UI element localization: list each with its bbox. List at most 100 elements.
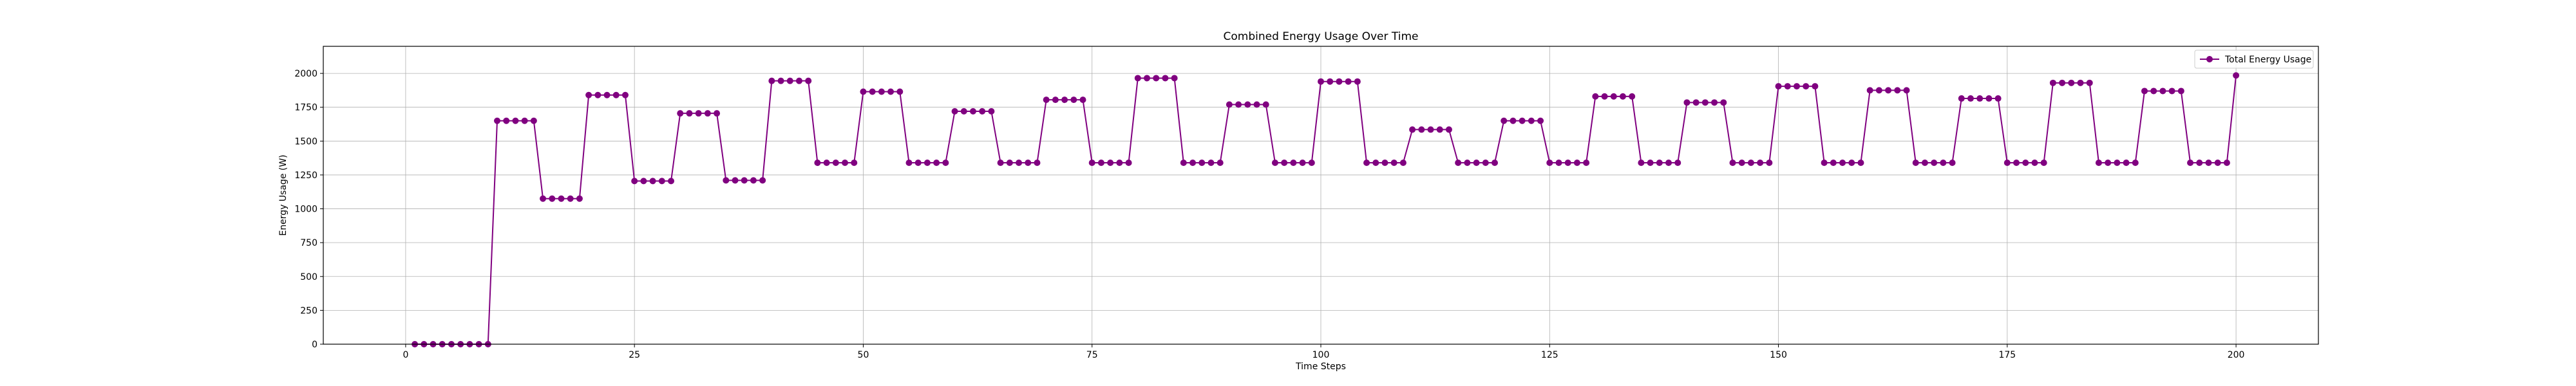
data-point (2013, 159, 2020, 166)
data-point (1427, 126, 1434, 133)
data-point (750, 177, 757, 184)
data-point (612, 91, 620, 98)
data-point (951, 108, 958, 115)
data-point (1564, 159, 1571, 166)
data-point (979, 108, 986, 115)
data-point (1757, 159, 1764, 166)
data-point (1390, 159, 1397, 166)
data-point (960, 108, 967, 115)
data-point (1949, 159, 1956, 166)
data-point (1061, 96, 1068, 104)
data-point (512, 117, 519, 124)
data-point (1262, 101, 1269, 108)
y-tick-label: 250 (300, 306, 317, 316)
data-point (1318, 78, 1324, 85)
x-tick-label: 50 (858, 350, 869, 360)
data-point (1766, 159, 1773, 166)
data-point (1492, 159, 1499, 166)
data-point (860, 88, 867, 95)
y-tick-label: 2000 (294, 69, 317, 79)
data-point (887, 88, 895, 95)
data-point (1775, 83, 1782, 90)
data-point (2150, 87, 2157, 95)
data-point (2031, 159, 2038, 166)
data-point (2040, 159, 2047, 166)
data-point (1025, 159, 1032, 166)
x-tick-label: 100 (1312, 350, 1330, 360)
data-point (1546, 159, 1553, 166)
x-tick-label: 25 (629, 350, 640, 360)
data-point (1647, 159, 1654, 166)
x-tick-label: 125 (1541, 350, 1558, 360)
data-point (1601, 93, 1608, 100)
data-point (1701, 99, 1709, 106)
data-point (1894, 87, 1901, 94)
data-point (1537, 117, 1544, 124)
data-point (1445, 126, 1452, 133)
data-point (1088, 159, 1095, 166)
data-point (2177, 87, 2184, 95)
data-point (1354, 78, 1361, 85)
data-point (1619, 93, 1626, 100)
data-point (832, 159, 839, 166)
data-point (1976, 95, 1984, 102)
data-point (1555, 159, 1562, 166)
data-point (1793, 83, 1800, 90)
data-point (1189, 159, 1197, 166)
data-point (1903, 87, 1910, 94)
data-point (1363, 159, 1370, 166)
y-tick-label: 1500 (294, 136, 317, 147)
data-point (723, 177, 730, 184)
data-point (1070, 96, 1077, 104)
data-point (1912, 159, 1919, 166)
x-tick-label: 0 (402, 350, 408, 360)
data-point (1052, 96, 1059, 104)
data-point (1528, 117, 1535, 124)
data-point (621, 91, 629, 98)
data-point (1784, 83, 1791, 90)
data-point (2086, 79, 2093, 86)
axis-ticks: 0 25 50 75 100 125 150 175 200025050075010001250… (294, 69, 2244, 360)
data-point (805, 77, 812, 84)
data-point (905, 159, 913, 166)
data-point (1839, 159, 1846, 166)
data-point (1738, 159, 1745, 166)
data-point (1519, 117, 1526, 124)
data-point (540, 195, 547, 202)
data-point (1308, 159, 1315, 166)
data-point (1720, 99, 1727, 106)
data-point (714, 110, 721, 117)
data-point (869, 88, 876, 95)
data-point (1665, 159, 1672, 166)
data-point (494, 117, 501, 124)
data-point (997, 159, 1004, 166)
data-point (1482, 159, 1489, 166)
data-point (1830, 159, 1837, 166)
data-point (1455, 159, 1462, 166)
data-point (1610, 93, 1617, 100)
data-point (842, 159, 849, 166)
data-point (988, 108, 995, 115)
data-point (823, 159, 830, 166)
x-tick-label: 200 (2228, 350, 2245, 360)
x-tick-label: 175 (1998, 350, 2016, 360)
data-point (549, 195, 556, 202)
data-point (2123, 159, 2130, 166)
data-point (1683, 99, 1690, 106)
y-tick-label: 1250 (294, 170, 317, 181)
data-point (695, 110, 702, 117)
x-tick-label: 150 (1770, 350, 1787, 360)
data-point (2022, 159, 2029, 166)
data-point (1994, 95, 2002, 102)
data-point (1747, 159, 1754, 166)
data-point (942, 159, 949, 166)
grid-lines (323, 46, 2318, 345)
data-point (2187, 159, 2194, 166)
data-point (585, 91, 592, 98)
data-point (1235, 101, 1242, 108)
data-point (1692, 99, 1700, 106)
chart-title: Combined Energy Usage Over Time (1224, 30, 1419, 43)
data-point (1848, 159, 1855, 166)
